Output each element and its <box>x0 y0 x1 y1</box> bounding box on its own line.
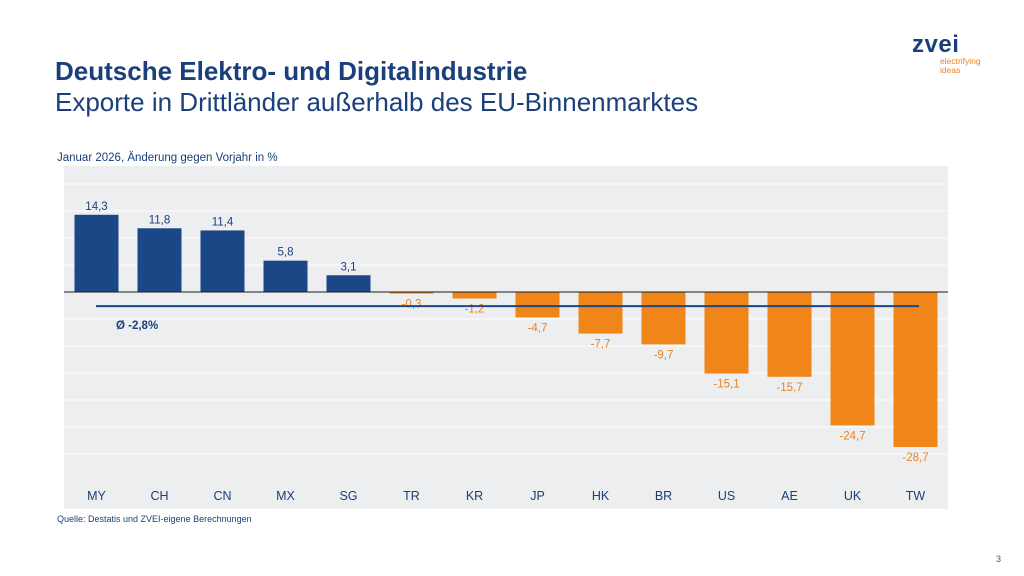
bar-sg <box>326 275 371 292</box>
x-tick-label: SG <box>339 489 357 503</box>
x-tick-label: AE <box>781 489 798 503</box>
data-label: 14,3 <box>85 201 107 213</box>
x-tick-label: BR <box>655 489 672 503</box>
bar-us <box>704 292 749 374</box>
logo-wordmark: zvei <box>912 31 960 58</box>
x-tick-label: CN <box>213 489 231 503</box>
data-label: 5,8 <box>278 247 294 259</box>
x-tick-label: HK <box>592 489 610 503</box>
bar-ae <box>767 292 812 377</box>
logo-tagline-2: ideas <box>940 65 961 75</box>
zvei-logo: zvei electrifying ideas <box>912 33 1002 75</box>
x-tick-label: MY <box>87 489 106 503</box>
x-tick-label: TR <box>403 489 420 503</box>
data-label: -28,7 <box>902 452 928 464</box>
chart-plot-area: 14,3 MY 11,8 CH 11,4 CN 5,8 MX 3,1 SG -0,3 TR -1,2 KR… <box>64 166 948 509</box>
data-label: -15,1 <box>713 379 739 391</box>
chart-title: Januar 2026, Änderung gegen Vorjahr in % <box>57 152 278 164</box>
bar-ch <box>137 228 182 292</box>
x-tick-label: CH <box>150 489 168 503</box>
bar-br <box>641 292 686 345</box>
bar-mx <box>263 260 308 292</box>
bar-my <box>74 214 119 292</box>
bar-jp <box>515 292 560 318</box>
bar-kr <box>452 292 497 299</box>
x-tick-label: JP <box>530 489 545 503</box>
data-label: -15,7 <box>776 382 802 394</box>
x-tick-label: KR <box>466 489 483 503</box>
bar-chart: 14,3MY11,8CH11,4CN5,8MX3,1SG-0,3TR-1,2KR… <box>64 183 948 503</box>
bar-hk <box>578 292 623 334</box>
bar-tr <box>389 292 434 294</box>
data-label: 3,1 <box>341 261 357 273</box>
data-label: -4,7 <box>528 322 548 334</box>
data-label: -9,7 <box>654 349 674 361</box>
page-subtitle: Exporte in Drittländer außerhalb des EU-… <box>55 87 699 117</box>
bar-cn <box>200 230 245 292</box>
average-label: Ø -2,8% <box>116 320 159 332</box>
bar-tw <box>893 292 938 447</box>
page-title: Deutsche Elektro- und Digitalindustrie <box>55 56 528 86</box>
x-tick-label: US <box>718 489 735 503</box>
data-label: 11,4 <box>212 216 234 228</box>
page-number: 3 <box>996 554 1002 564</box>
x-tick-label: MX <box>276 489 295 503</box>
data-label: -7,7 <box>591 339 611 351</box>
data-label: -24,7 <box>839 430 865 442</box>
x-tick-label: UK <box>844 489 862 503</box>
logo-tagline-1: electrifying <box>940 56 981 66</box>
bar-uk <box>830 292 875 426</box>
x-tick-label: TW <box>906 489 926 503</box>
data-label: 11,8 <box>149 214 171 226</box>
data-label: -0,3 <box>402 299 422 311</box>
source-note: Quelle: Destatis und ZVEI-eigene Berechn… <box>57 514 252 524</box>
